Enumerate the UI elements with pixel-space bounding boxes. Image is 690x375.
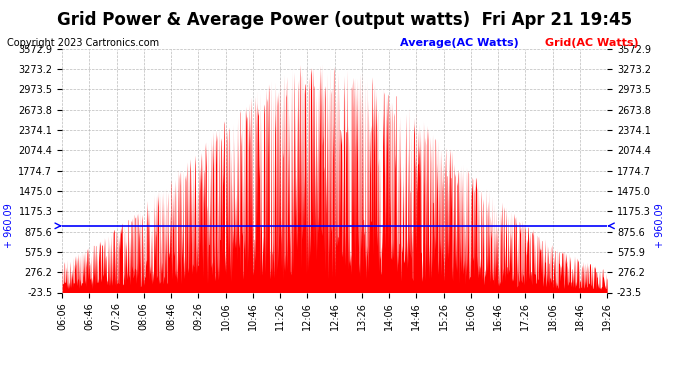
Text: + 960.09: + 960.09	[4, 204, 14, 248]
Text: Grid Power & Average Power (output watts)  Fri Apr 21 19:45: Grid Power & Average Power (output watts…	[57, 11, 633, 29]
Text: Copyright 2023 Cartronics.com: Copyright 2023 Cartronics.com	[7, 38, 159, 48]
Text: Grid(AC Watts): Grid(AC Watts)	[545, 38, 639, 48]
Text: + 960.09: + 960.09	[655, 204, 665, 248]
Text: Average(AC Watts): Average(AC Watts)	[400, 38, 519, 48]
